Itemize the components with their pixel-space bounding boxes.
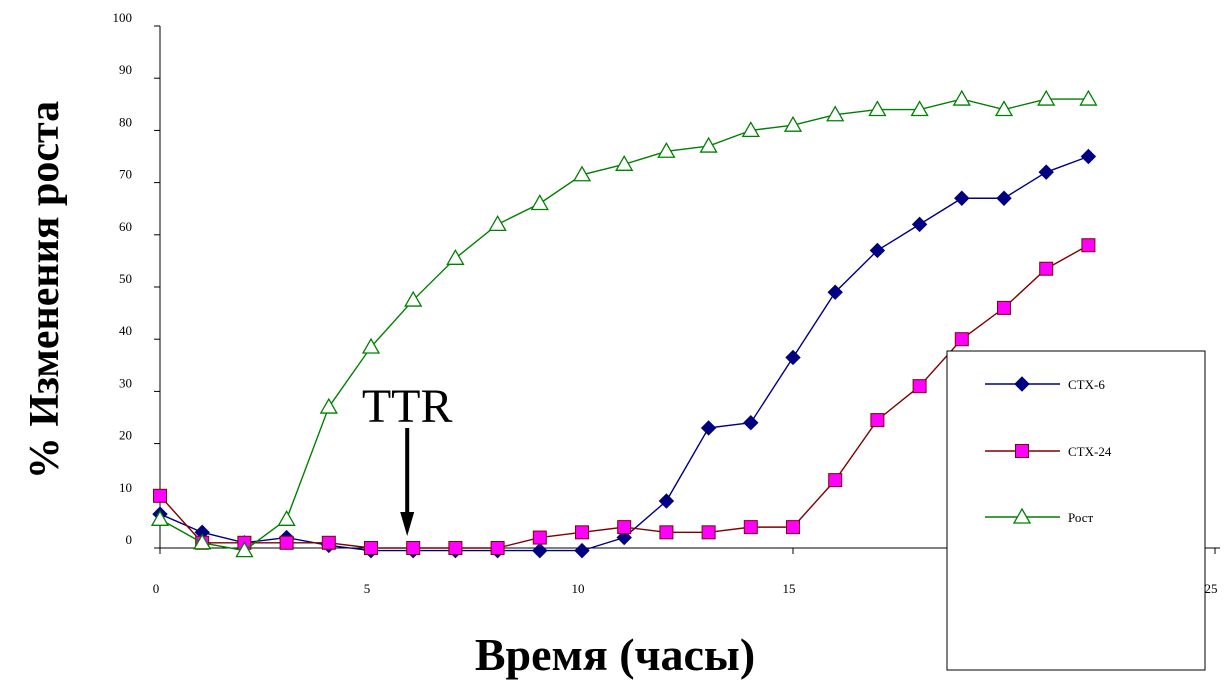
ctx-6-point — [743, 415, 759, 431]
рост-point — [150, 509, 170, 526]
ctx-24-point — [448, 541, 463, 555]
рост-point — [193, 533, 212, 550]
x-tick-label: 10 — [572, 581, 585, 596]
рост-point — [404, 290, 423, 307]
рост-point — [446, 248, 465, 265]
рост-point — [910, 100, 929, 117]
legend-item-рост: Рост — [985, 507, 1094, 525]
y-tick-label: 30 — [119, 375, 132, 390]
y-tick-label: 50 — [119, 271, 132, 286]
рост-point — [741, 121, 760, 138]
ctx-24-point — [406, 541, 421, 555]
ctx-6-point — [785, 349, 801, 366]
y-tick-label: 40 — [119, 323, 132, 338]
y-axis-title: % Изменения роста — [22, 101, 68, 479]
рост-point — [572, 165, 592, 182]
ctx-24-point — [490, 541, 505, 555]
legend-рост-point — [1012, 507, 1032, 524]
y-tick-label: 20 — [119, 428, 132, 443]
ctx-6-point — [700, 420, 717, 436]
рост-point — [783, 115, 803, 132]
ctx-24-point — [997, 300, 1011, 315]
legend-label: CTX-6 — [1068, 377, 1105, 392]
ctx-6-point — [532, 542, 548, 559]
ctx-6-point — [574, 542, 590, 559]
рост-point — [361, 337, 381, 354]
ctx-24-point — [954, 332, 969, 347]
рост-point — [994, 100, 1014, 117]
x-tick-label: 0 — [153, 581, 160, 596]
рост-point — [530, 194, 549, 211]
ctx-24-point — [575, 525, 589, 540]
ctx-24-point — [364, 541, 378, 555]
рост-point — [657, 141, 676, 158]
series-ctx-24 — [153, 238, 1096, 555]
ctx-24-point — [786, 520, 800, 535]
x-axis-title: Время (часы) — [475, 629, 755, 680]
ctx-24-point — [870, 413, 885, 428]
legend-box — [946, 350, 1206, 671]
axes: 01020304050607080901000510152025 — [113, 10, 1220, 596]
legend-ctx-24-point — [1015, 444, 1029, 458]
ctx-6-point — [869, 242, 886, 259]
x-tick-label: 25 — [1205, 581, 1218, 596]
ctx-24-point — [1039, 261, 1054, 276]
y-tick-label: 90 — [119, 62, 132, 77]
y-tick-label: 80 — [119, 114, 132, 129]
y-axis-title-group: % Изменения роста — [22, 101, 68, 479]
y-tick-label: 0 — [126, 532, 133, 547]
legend-label: Рост — [1068, 510, 1094, 525]
рост-point — [699, 136, 718, 153]
рост-point — [1037, 89, 1056, 106]
y-tick-label: 100 — [113, 10, 133, 25]
ctx-24-point — [743, 520, 758, 535]
рост-point — [488, 215, 507, 232]
ctx-24-point — [828, 473, 843, 488]
рост-point — [235, 541, 254, 558]
рост-point — [615, 155, 634, 171]
annotation-arrow-head — [400, 512, 415, 536]
x-tick-label: 5 — [364, 581, 371, 596]
ctx-24-point — [279, 535, 294, 550]
рост-point — [868, 100, 887, 117]
series-рост — [150, 89, 1098, 558]
ctx-6-point — [1080, 148, 1097, 165]
рост-point — [952, 89, 971, 106]
series-layer — [150, 89, 1098, 559]
ctx-6-point — [996, 190, 1012, 206]
x-tick-label: 15 — [783, 581, 796, 596]
legend-ctx-6-point — [1014, 376, 1030, 392]
ctx-24-point — [617, 520, 632, 535]
legend: CTX-6 CTX-24 Рост — [946, 350, 1206, 671]
ctx-24-point — [532, 530, 547, 545]
ctx-6-point — [827, 284, 843, 300]
y-tick-label: 70 — [119, 167, 132, 182]
ctx-24-point — [912, 379, 927, 394]
y-tick-label: 60 — [119, 219, 132, 234]
ctx-6-point — [954, 190, 970, 206]
рост-point — [826, 105, 845, 122]
ctx-6-point — [1038, 164, 1054, 180]
annotation-ttr-label: TTR — [362, 380, 453, 433]
annotation-layer: TTR — [362, 380, 453, 536]
ctx-24-point — [1081, 238, 1096, 253]
ctx-6-point — [911, 216, 928, 233]
legend-item-ctx-6: CTX-6 — [985, 376, 1105, 392]
ctx-24-point — [321, 535, 336, 550]
рост-point — [319, 397, 338, 414]
y-tick-label: 10 — [119, 480, 132, 495]
ctx-24-point — [701, 525, 716, 540]
ctx-6-point — [658, 493, 675, 509]
рост-point — [277, 509, 296, 526]
legend-item-ctx-24: CTX-24 — [985, 444, 1112, 459]
рост-point — [1079, 89, 1098, 106]
ctx-24-point — [659, 525, 674, 540]
ctx-24-point — [153, 488, 167, 503]
legend-label: CTX-24 — [1068, 444, 1112, 459]
